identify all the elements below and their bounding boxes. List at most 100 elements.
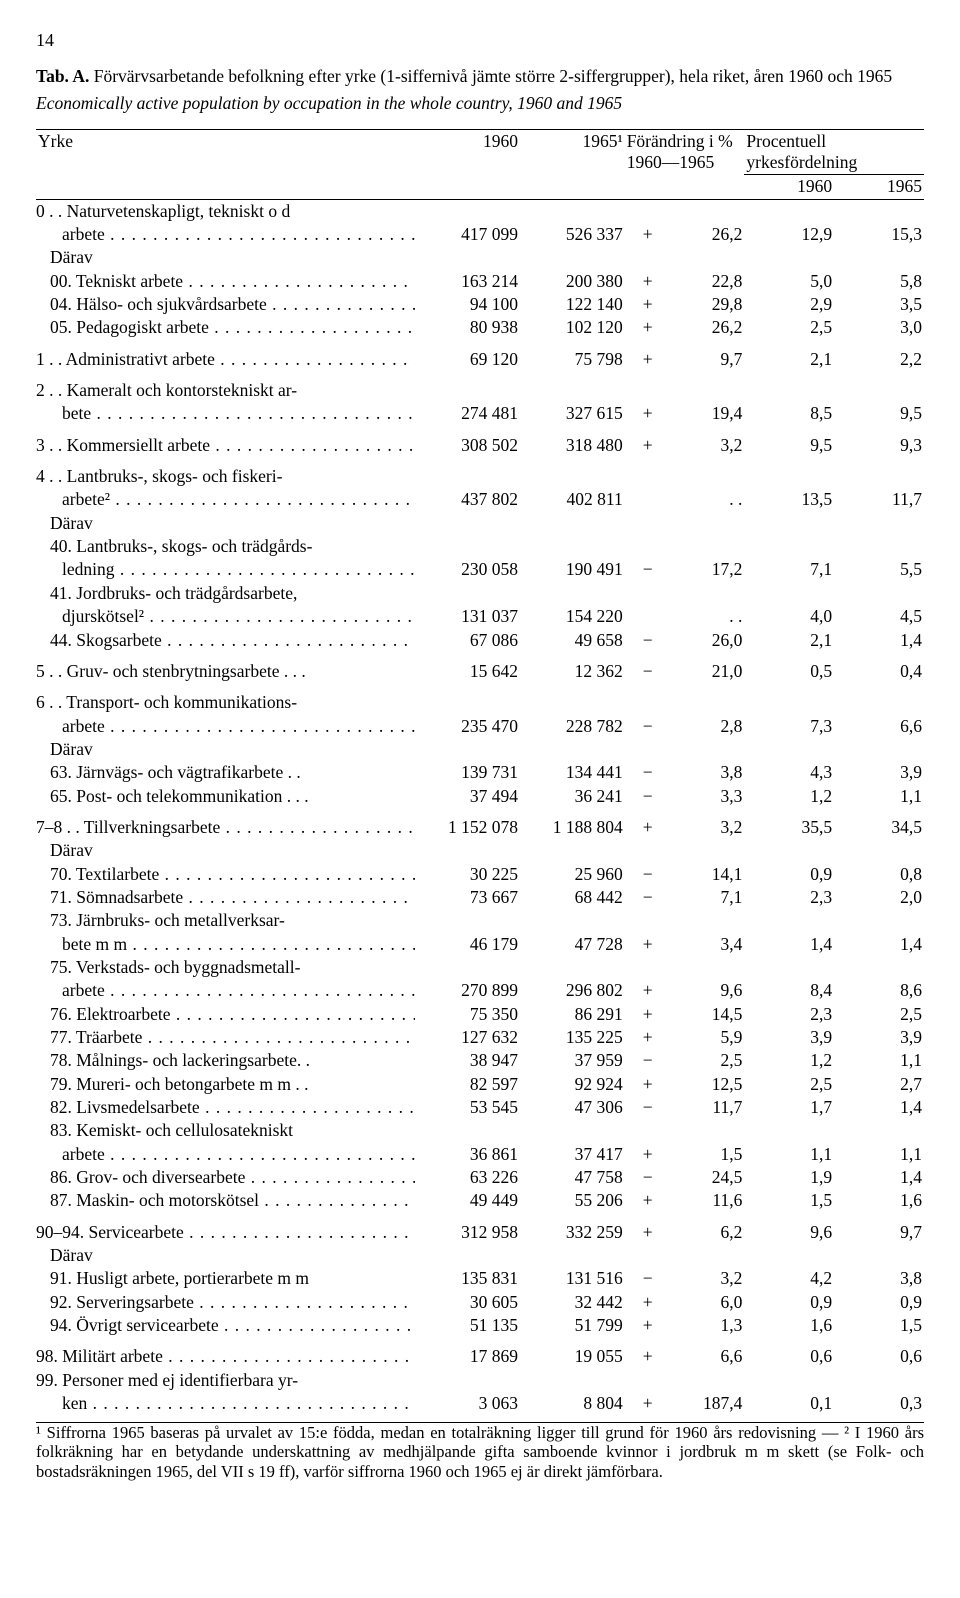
row-label: 90–94. Servicearbete — [36, 1221, 415, 1244]
cell-p2: 3,0 — [834, 316, 924, 339]
cell-ch — [655, 199, 745, 223]
cell-b: 37 417 — [520, 1143, 625, 1166]
cell-a — [415, 1244, 520, 1267]
cell-a: 312 958 — [415, 1221, 520, 1244]
table-row — [36, 652, 924, 660]
table-row: 04. Hälso- och sjukvårdsarbete94 100122 … — [36, 293, 924, 316]
cell-p2: 4,5 — [834, 605, 924, 628]
cell-b: 102 120 — [520, 316, 625, 339]
cell-ch — [655, 738, 745, 761]
cell-p1: 7,1 — [744, 558, 834, 581]
row-label: 44. Skogsarbete — [36, 629, 415, 652]
cell-a: 30 225 — [415, 863, 520, 886]
cell-sign — [625, 488, 655, 511]
data-table: Yrke 1960 1965¹ Förändring i % 1960—1965… — [36, 129, 924, 1416]
row-label: Därav — [36, 1244, 415, 1267]
cell-b — [520, 691, 625, 714]
cell-p2 — [834, 582, 924, 605]
cell-a — [415, 1369, 520, 1392]
cell-p2 — [834, 199, 924, 223]
cell-p2: 5,8 — [834, 270, 924, 293]
cell-p2: 9,5 — [834, 402, 924, 425]
row-label: 98. Militärt arbete — [36, 1345, 415, 1368]
row-label: djurskötsel² — [36, 605, 415, 628]
row-label: arbete — [36, 715, 415, 738]
cell-ch: 12,5 — [655, 1073, 745, 1096]
cell-p2: 0,3 — [834, 1392, 924, 1415]
table-row: Därav — [36, 246, 924, 269]
table-row: 1 . . Administrativt arbete69 12075 798+… — [36, 348, 924, 371]
cell-p2 — [834, 1244, 924, 1267]
cell-ch — [655, 535, 745, 558]
title-prefix: Tab. A. — [36, 66, 89, 86]
table-row: 86. Grov- och diversearbete63 22647 758−… — [36, 1166, 924, 1189]
cell-sign: − — [625, 886, 655, 909]
cell-b — [520, 738, 625, 761]
cell-p1: 1,6 — [744, 1314, 834, 1337]
cell-b: 228 782 — [520, 715, 625, 738]
table-row: 87. Maskin- och motorskötsel49 44955 206… — [36, 1189, 924, 1212]
cell-p1: 13,5 — [744, 488, 834, 511]
row-label: 6 . . Transport- och kommunikations- — [36, 691, 415, 714]
cell-ch — [655, 1244, 745, 1267]
cell-p2: 2,0 — [834, 886, 924, 909]
row-label: 63. Järnvägs- och vägtrafikarbete . . — [36, 761, 415, 784]
cell-a: 274 481 — [415, 402, 520, 425]
cell-p1 — [744, 535, 834, 558]
row-label: 92. Serveringsarbete — [36, 1291, 415, 1314]
cell-sign: + — [625, 1003, 655, 1026]
cell-b — [520, 246, 625, 269]
cell-b: 51 799 — [520, 1314, 625, 1337]
row-label: 87. Maskin- och motorskötsel — [36, 1189, 415, 1212]
cell-p1: 2,1 — [744, 348, 834, 371]
row-label: 1 . . Administrativt arbete — [36, 348, 415, 371]
table-row: 40. Lantbruks-, skogs- och trädgårds- — [36, 535, 924, 558]
cell-p2: 1,4 — [834, 629, 924, 652]
cell-ch: 26,0 — [655, 629, 745, 652]
cell-p2: 11,7 — [834, 488, 924, 511]
row-label: 73. Järnbruks- och metallverksar- — [36, 909, 415, 932]
cell-sign: − — [625, 863, 655, 886]
table-row: 94. Övrigt servicearbete51 13551 799+1,3… — [36, 1314, 924, 1337]
cell-p2: 9,7 — [834, 1221, 924, 1244]
cell-p2: 3,9 — [834, 761, 924, 784]
cell-p1: 35,5 — [744, 816, 834, 839]
cell-b: 47 758 — [520, 1166, 625, 1189]
cell-ch — [655, 1369, 745, 1392]
cell-p1 — [744, 1369, 834, 1392]
table-row: arbete417 099526 337+26,212,915,3 — [36, 223, 924, 246]
cell-p1 — [744, 1119, 834, 1142]
cell-b: 200 380 — [520, 270, 625, 293]
cell-a: 73 667 — [415, 886, 520, 909]
cell-ch: 29,8 — [655, 293, 745, 316]
cell-sign: + — [625, 1345, 655, 1368]
row-label: 5 . . Gruv- och stenbrytningsarbete . . … — [36, 660, 415, 683]
cell-ch: 6,0 — [655, 1291, 745, 1314]
row-label: ledning — [36, 558, 415, 581]
cell-a — [415, 512, 520, 535]
row-label: arbete — [36, 979, 415, 1002]
cell-ch — [655, 512, 745, 535]
cell-ch: . . — [655, 488, 745, 511]
cell-a: 80 938 — [415, 316, 520, 339]
table-row — [36, 1213, 924, 1221]
cell-p1: 0,5 — [744, 660, 834, 683]
cell-b — [520, 512, 625, 535]
row-label: 65. Post- och telekommunikation . . . — [36, 785, 415, 808]
cell-b: 32 442 — [520, 1291, 625, 1314]
cell-ch: 187,4 — [655, 1392, 745, 1415]
cell-p1 — [744, 691, 834, 714]
cell-a: 37 494 — [415, 785, 520, 808]
cell-b: 135 225 — [520, 1026, 625, 1049]
row-label: ken — [36, 1392, 415, 1415]
cell-sign — [625, 691, 655, 714]
cell-sign — [625, 246, 655, 269]
head-1960: 1960 — [415, 129, 520, 199]
cell-ch: 3,2 — [655, 434, 745, 457]
table-row: arbete²437 802402 811. .13,511,7 — [36, 488, 924, 511]
cell-ch: 22,8 — [655, 270, 745, 293]
cell-a: 308 502 — [415, 434, 520, 457]
row-label: 40. Lantbruks-, skogs- och trädgårds- — [36, 535, 415, 558]
cell-b: 68 442 — [520, 886, 625, 909]
cell-p2: 34,5 — [834, 816, 924, 839]
